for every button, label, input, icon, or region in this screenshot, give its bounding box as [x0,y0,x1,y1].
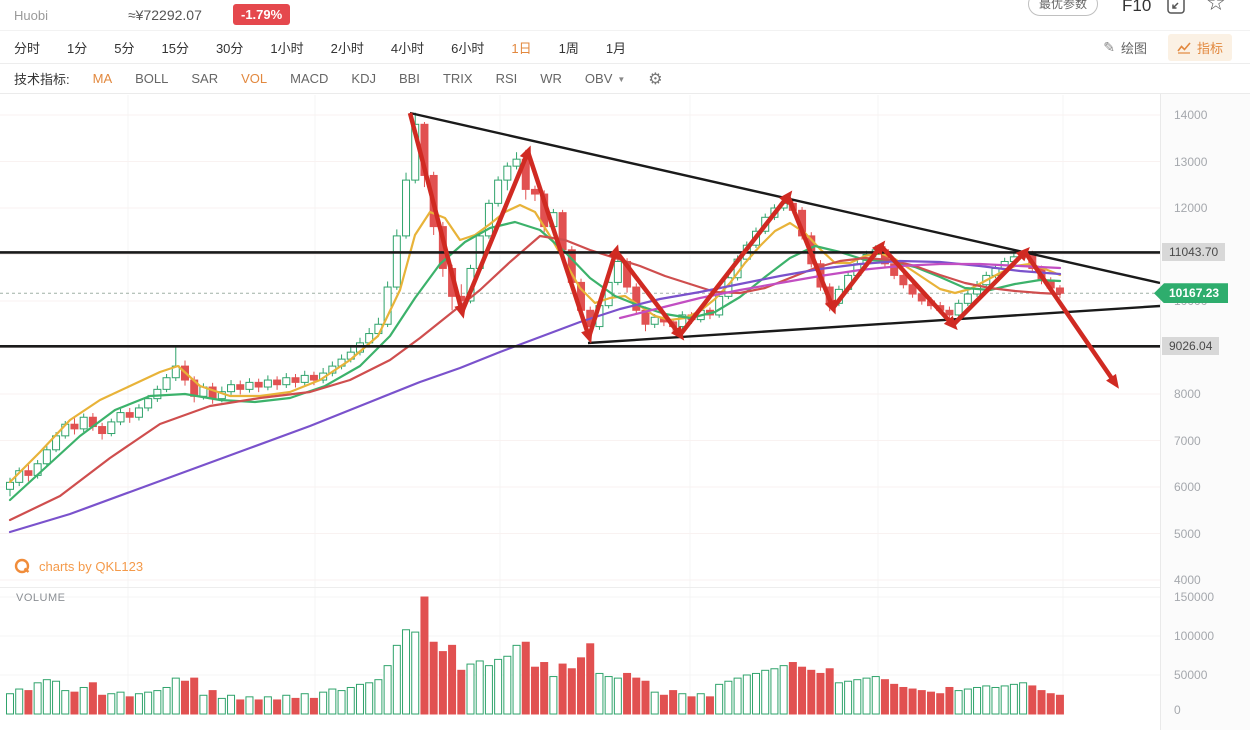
qkl123-logo-icon [14,558,30,574]
timeframe-tab-1小时[interactable]: 1小时 [270,40,304,56]
indicator-items: MA BOLL SAR VOL MACD KDJ BBI TRIX RSI WR OBV ▼ [93,71,626,86]
timeframe-tab-1分[interactable]: 1分 [67,40,88,56]
watermark-text: charts by QKL123 [39,559,144,574]
price-tick-14000: 14000 [1174,108,1208,122]
indicator-item-trix[interactable]: TRIX [442,71,473,86]
current-price-tag: 10167.23 [1154,283,1229,304]
timeframe-tab-15分[interactable]: 15分 [161,40,189,56]
timeframe-tabs: 分时 1分 5分 15分 30分 1小时 2小时 4小时 6小时 1日 1周 1月 [0,38,626,57]
indicator-button[interactable]: 指标 [1167,34,1232,61]
collapse-icon[interactable] [1166,0,1186,20]
timeframe-tab-2小时[interactable]: 2小时 [330,40,364,56]
timeframe-tab-1月[interactable]: 1月 [605,40,627,56]
price-tick-12000: 12000 [1174,201,1208,215]
volume-pane-label: VOLUME [16,592,66,604]
watermark: charts by QKL123 [14,558,143,575]
exchange-label: Huobi [14,8,48,23]
indicator-item-obv[interactable]: OBV ▼ [584,71,626,86]
indicator-toolbar: 技术指标: MA BOLL SAR VOL MACD KDJ BBI TRIX RSI WR OBV… [0,64,1250,94]
header-bar: BTC/USDT 10167.23 Huobi ≈¥72292.07 -1.79… [0,0,1250,31]
resistance-tag: 11043.70 [1162,243,1226,262]
volume-tick-0: 0 [1174,703,1181,717]
change-badge: -1.79% [233,4,291,25]
favorite-star-icon[interactable]: ☆ [1206,0,1226,15]
optimal-params-button[interactable]: 最优参数 [1028,0,1099,16]
price-tick-8000: 8000 [1174,387,1201,401]
indicator-item-ma[interactable]: MA [92,71,113,86]
price-tick-7000: 7000 [1174,433,1201,448]
price-axis-panel: 1400013000120001000080007000600050004000… [1160,94,1250,730]
volume-tick-100000: 100000 [1174,629,1215,643]
support-tag: 9026.04 [1162,337,1220,356]
pane-divider [0,587,1160,588]
chevron-down-icon: ▼ [617,75,626,84]
timeframe-tab-1日[interactable]: 1日 [511,40,532,56]
price-tick-6000: 6000 [1174,480,1201,494]
indicator-item-kdj[interactable]: KDJ [351,71,376,86]
timeframe-toolbar: 分时 1分 5分 15分 30分 1小时 2小时 4小时 6小时 1日 1周 1月 ✎ 绘图 指标 [0,31,1250,64]
chart-line-icon [1177,42,1191,54]
volume-tick-150000: 150000 [1174,590,1215,604]
timeframe-tab-5分[interactable]: 5分 [114,40,135,56]
last-price-large: 10167.23 [128,0,220,6]
price-tick-4000: 4000 [1174,573,1201,587]
chart-canvas[interactable] [0,94,1161,730]
volume-tick-50000: 50000 [1174,668,1208,682]
draw-label: 绘图 [1120,41,1147,56]
pair-title: BTC/USDT [14,0,115,4]
timeframe-tab-分时[interactable]: 分时 [14,40,41,56]
price-chart-svg[interactable] [0,94,1161,730]
indicator-bar-label: 技术指标: [14,72,70,87]
indicator-item-wr[interactable]: WR [540,71,562,86]
indicator-label: 指标 [1196,41,1223,56]
timeframe-tab-1周[interactable]: 1周 [558,40,579,56]
timeframe-tab-4小时[interactable]: 4小时 [390,40,425,56]
indicator-item-sar[interactable]: SAR [191,71,219,86]
timeframe-tab-6小时[interactable]: 6小时 [451,40,485,56]
indicator-item-rsi[interactable]: RSI [495,71,518,86]
pencil-icon: ✎ [1103,39,1115,55]
indicator-item-boll[interactable]: BOLL [135,71,169,86]
draw-button[interactable]: ✎ 绘图 [1094,34,1156,61]
f10-button[interactable]: F10 [1122,0,1152,15]
price-tick-5000: 5000 [1174,526,1201,541]
cny-price: ≈¥72292.07 [128,7,202,23]
indicator-item-macd[interactable]: MACD [290,71,329,86]
indicator-item-vol[interactable]: VOL [241,71,268,86]
gear-icon[interactable]: ⚙ [648,70,663,88]
indicator-item-bbi[interactable]: BBI [398,71,420,86]
price-tick-13000: 13000 [1174,154,1208,169]
timeframe-tab-30分[interactable]: 30分 [215,40,244,56]
